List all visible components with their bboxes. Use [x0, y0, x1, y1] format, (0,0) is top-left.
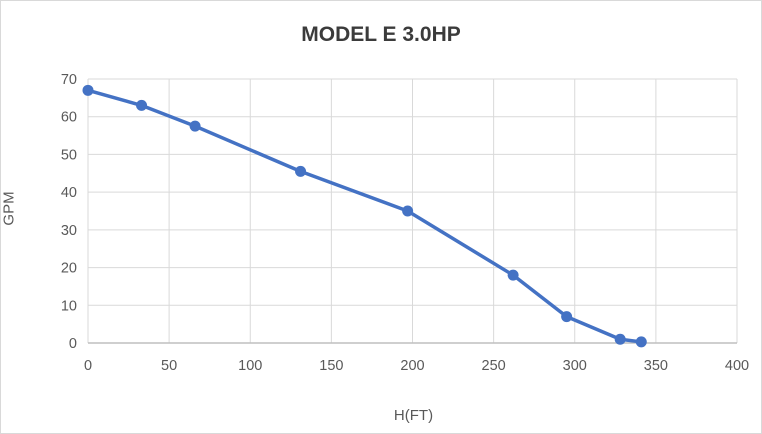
x-tick-label: 150 — [319, 358, 343, 374]
data-point-marker — [614, 333, 626, 345]
y-tick-label: 50 — [61, 147, 77, 163]
series-line — [86, 88, 644, 344]
data-point-marker — [635, 336, 647, 348]
x-tick-label: 100 — [238, 358, 262, 374]
y-tick-label: 30 — [61, 223, 77, 239]
data-point-marker — [402, 205, 414, 217]
x-tick-label: 0 — [84, 358, 92, 374]
x-tick-label: 350 — [644, 358, 668, 374]
x-axis-title: H(FT) — [393, 407, 434, 424]
x-tick-label: 200 — [400, 358, 424, 374]
data-point-marker — [189, 120, 201, 132]
x-tick-label: 300 — [563, 358, 587, 374]
data-point-marker — [136, 99, 148, 111]
chart-title: MODEL E 3.0HP — [301, 23, 461, 46]
x-tick-label: 250 — [482, 358, 506, 374]
data-point-marker — [561, 311, 573, 323]
y-tick-label: 70 — [61, 72, 77, 88]
data-point-marker — [82, 84, 94, 96]
y-tick-label: 60 — [61, 110, 77, 126]
x-tick-label: 400 — [725, 358, 749, 374]
y-tick-label: 0 — [69, 336, 77, 352]
x-tick-label: 50 — [161, 358, 177, 374]
data-point-marker — [507, 269, 519, 281]
y-tick-label: 40 — [61, 185, 77, 201]
y-tick-label: 20 — [61, 261, 77, 277]
data-point-marker — [295, 165, 307, 177]
y-tick-label: 10 — [61, 298, 77, 314]
